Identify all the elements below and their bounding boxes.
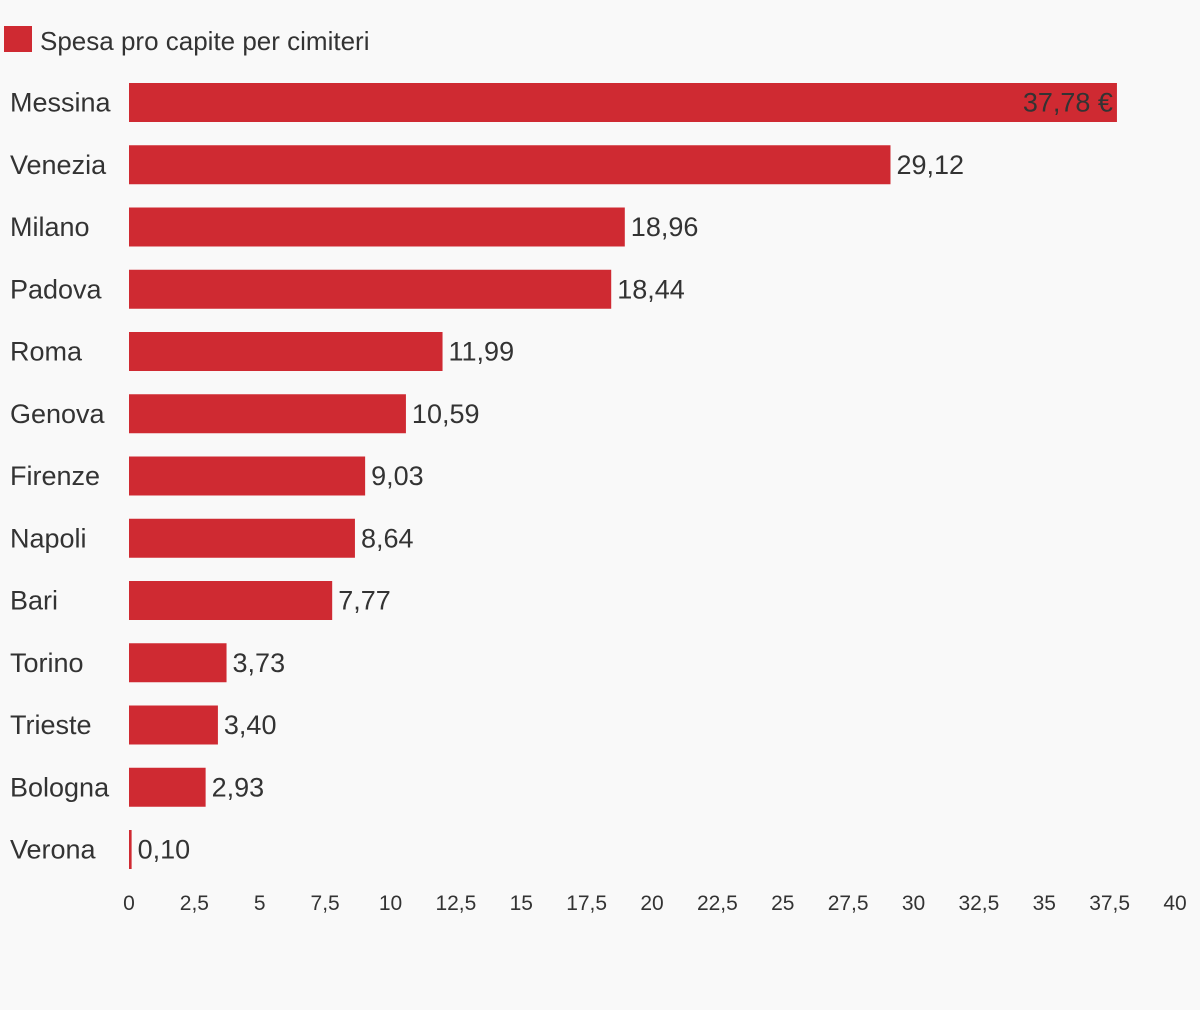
bar-roma [129,332,443,371]
value-label-bologna: 2,93 [212,772,265,802]
value-labels: 37,78 € 29,12 18,96 18,44 11,99 10,59 9,03 8,64… [138,88,1113,865]
value-label-trieste: 3,40 [224,710,277,740]
category-label-venezia: Venezia [10,150,107,180]
bars-group [129,83,1117,869]
bar-trieste [129,705,218,745]
x-tick-label: 30 [902,892,925,915]
value-label-bari: 7,77 [338,586,391,616]
category-label-padova: Padova [10,274,103,304]
value-label-torino: 3,73 [233,648,286,678]
bar-milano [129,207,625,247]
value-label-venezia: 29,12 [896,150,964,180]
bar-padova [129,269,612,309]
value-label-messina: 37,78 € [1023,88,1113,118]
x-tick-label: 0 [123,892,135,915]
value-label-genova: 10,59 [412,399,480,429]
x-tick-label: 20 [640,892,663,915]
x-tick-label: 7,5 [311,892,340,915]
x-tick-label: 25 [771,892,794,915]
value-label-firenze: 9,03 [371,461,424,491]
bar-venezia [129,145,891,185]
x-tick-label: 27,5 [828,892,869,915]
value-label-padova: 18,44 [617,274,685,304]
category-label-bari: Bari [10,586,58,616]
bar-bari [129,581,333,620]
x-tick-label: 35 [1033,892,1056,915]
x-tick-label: 37,5 [1089,892,1130,915]
x-tick-label: 12,5 [435,892,476,915]
x-tick-label: 17,5 [566,892,607,915]
x-tick-label: 32,5 [958,892,999,915]
category-label-messina: Messina [10,88,112,118]
category-label-torino: Torino [10,648,84,678]
category-label-genova: Genova [10,399,106,429]
value-label-verona: 0,10 [138,835,191,865]
bar-genova [129,394,406,434]
x-axis: 0 2,5 5 7,5 10 12,5 15 17,5 20 22,5 25 27,5 30 32,5 35… [123,892,1187,915]
bar-verona [129,830,132,869]
bar-torino [129,643,227,683]
x-tick-label: 10 [379,892,402,915]
bar-messina [129,83,1117,122]
bar-firenze [129,456,366,496]
value-label-milano: 18,96 [631,212,699,242]
category-label-firenze: Firenze [10,461,100,491]
x-tick-label: 5 [254,892,266,915]
bar-bologna [129,767,206,807]
x-tick-label: 22,5 [697,892,738,915]
x-tick-label: 2,5 [180,892,209,915]
legend: Spesa pro capite per cimiteri [4,26,369,56]
category-label-bologna: Bologna [10,772,110,802]
x-tick-label: 40 [1163,892,1186,915]
category-labels: Messina Venezia Milano Padova Roma Genova Fire… [10,88,112,865]
category-label-trieste: Trieste [10,710,92,740]
category-label-napoli: Napoli [10,523,87,553]
x-tick-label: 15 [510,892,533,915]
category-label-roma: Roma [10,337,83,367]
legend-label: Spesa pro capite per cimiteri [40,26,369,56]
category-label-milano: Milano [10,212,90,242]
category-label-verona: Verona [10,835,97,865]
bar-napoli [129,518,355,558]
value-label-roma: 11,99 [449,337,515,367]
legend-swatch [4,26,32,52]
value-label-napoli: 8,64 [361,523,414,553]
